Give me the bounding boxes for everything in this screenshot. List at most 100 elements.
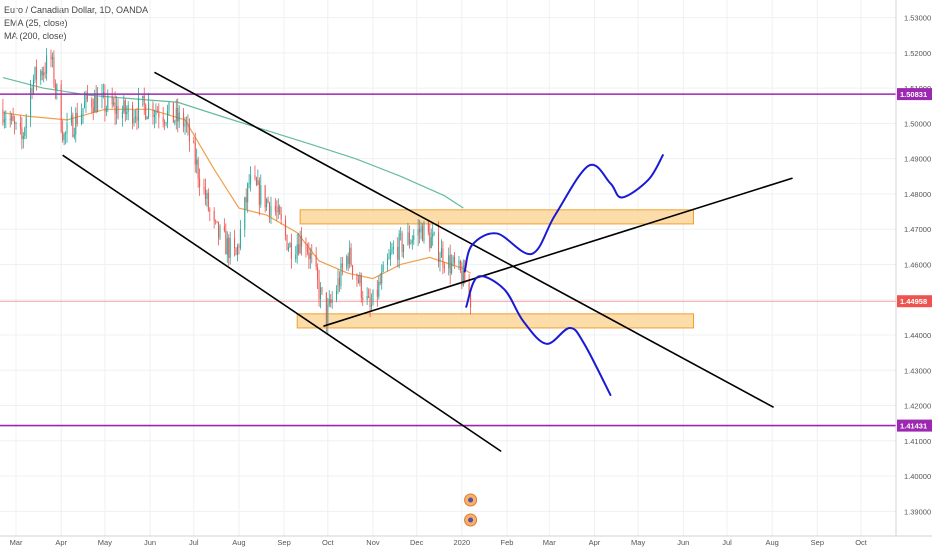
candle-body xyxy=(207,192,209,210)
candle-body xyxy=(92,107,94,113)
candle-body xyxy=(43,72,45,76)
candle-body xyxy=(32,79,35,93)
y-tick-label: 1.44000 xyxy=(904,331,931,340)
candle-body xyxy=(357,279,359,283)
candle-body xyxy=(102,92,104,94)
candle-body xyxy=(279,206,281,215)
candle-body xyxy=(194,142,196,165)
candle-body xyxy=(321,287,323,293)
candle-body xyxy=(164,121,166,124)
x-tick-label: Mar xyxy=(10,538,23,547)
legend-ema: EMA (25, close) xyxy=(4,18,68,28)
candle-body xyxy=(290,243,292,259)
candle-body xyxy=(236,246,238,255)
candle-body xyxy=(305,247,307,249)
candle-body xyxy=(30,88,32,118)
level-badge-label: 1.41431 xyxy=(900,422,927,431)
candle-body xyxy=(347,256,349,264)
candle-body xyxy=(245,197,247,203)
zones xyxy=(296,209,694,329)
candle-body xyxy=(146,116,148,120)
candle-body xyxy=(366,296,368,300)
y-tick-label: 1.39000 xyxy=(904,507,931,516)
candle-body xyxy=(72,115,74,137)
candle-body xyxy=(391,249,393,253)
trendlines xyxy=(62,71,793,453)
candle-body xyxy=(359,274,361,283)
candle-body xyxy=(254,175,256,179)
x-tick-label: Aug xyxy=(232,538,245,547)
candle-body xyxy=(187,123,189,125)
ma-200-line xyxy=(2,76,464,209)
candles xyxy=(2,48,472,336)
y-tick-label: 1.49000 xyxy=(904,155,931,164)
candle-body xyxy=(197,159,199,179)
x-tick-label: 2020 xyxy=(453,538,470,547)
candle-body xyxy=(338,278,340,286)
candle-body xyxy=(12,115,14,121)
x-tick-label: Jun xyxy=(677,538,689,547)
candle-body xyxy=(56,84,58,91)
candle-body xyxy=(86,92,88,100)
candle-body xyxy=(238,246,240,248)
candle-body xyxy=(41,70,43,76)
candle-body xyxy=(419,229,421,233)
candle-body xyxy=(124,100,126,115)
candle-body xyxy=(235,248,237,255)
grid xyxy=(0,0,896,536)
candle-body xyxy=(65,132,67,135)
y-tick-label: 1.42000 xyxy=(904,402,931,411)
candle-body xyxy=(325,292,327,326)
candle-body xyxy=(117,105,119,118)
candle-body xyxy=(296,244,298,255)
candle-body xyxy=(269,202,271,216)
candle-body xyxy=(5,118,7,120)
candle-body xyxy=(203,186,205,189)
candle-body xyxy=(352,265,354,275)
zone-1 xyxy=(299,209,694,225)
candle-body xyxy=(167,110,169,123)
candle-body xyxy=(204,188,206,199)
candle-body xyxy=(449,255,451,274)
candle-body xyxy=(111,95,113,105)
candle-body xyxy=(66,122,68,133)
candle-body xyxy=(420,226,422,233)
candle-body xyxy=(76,112,78,124)
candle-body xyxy=(82,108,84,114)
x-tick-label: Jun xyxy=(144,538,156,547)
candle-body xyxy=(226,237,228,255)
candle-body xyxy=(22,135,24,140)
candle-body xyxy=(107,95,109,109)
candle-body xyxy=(63,134,65,141)
candle-body xyxy=(54,83,56,91)
candle-body xyxy=(308,251,310,260)
candle-body xyxy=(213,210,215,221)
y-tick-label: 1.47000 xyxy=(904,225,931,234)
event-marker-dot xyxy=(468,517,474,523)
candle-body xyxy=(165,122,167,124)
candle-body xyxy=(123,100,125,112)
candle-body xyxy=(114,102,116,114)
candle-body xyxy=(378,281,380,297)
candle-body xyxy=(369,296,371,308)
candle-body xyxy=(340,263,342,286)
projection-path-2 xyxy=(465,275,612,396)
candle-body xyxy=(400,233,402,235)
candle-body xyxy=(315,254,317,268)
candle-body xyxy=(14,120,16,124)
candle-body xyxy=(403,244,405,253)
candle-body xyxy=(413,235,415,241)
x-tick-label: Sep xyxy=(277,538,290,547)
candle-body xyxy=(448,255,450,269)
candle-body xyxy=(410,242,412,244)
candle-body xyxy=(11,115,13,121)
candle-body xyxy=(158,112,160,118)
candle-body xyxy=(267,199,269,203)
x-tick-label: Oct xyxy=(855,538,868,547)
candle-body xyxy=(81,113,83,124)
candle-body xyxy=(430,237,432,249)
candle-body xyxy=(417,229,419,236)
candle-body xyxy=(346,256,348,269)
